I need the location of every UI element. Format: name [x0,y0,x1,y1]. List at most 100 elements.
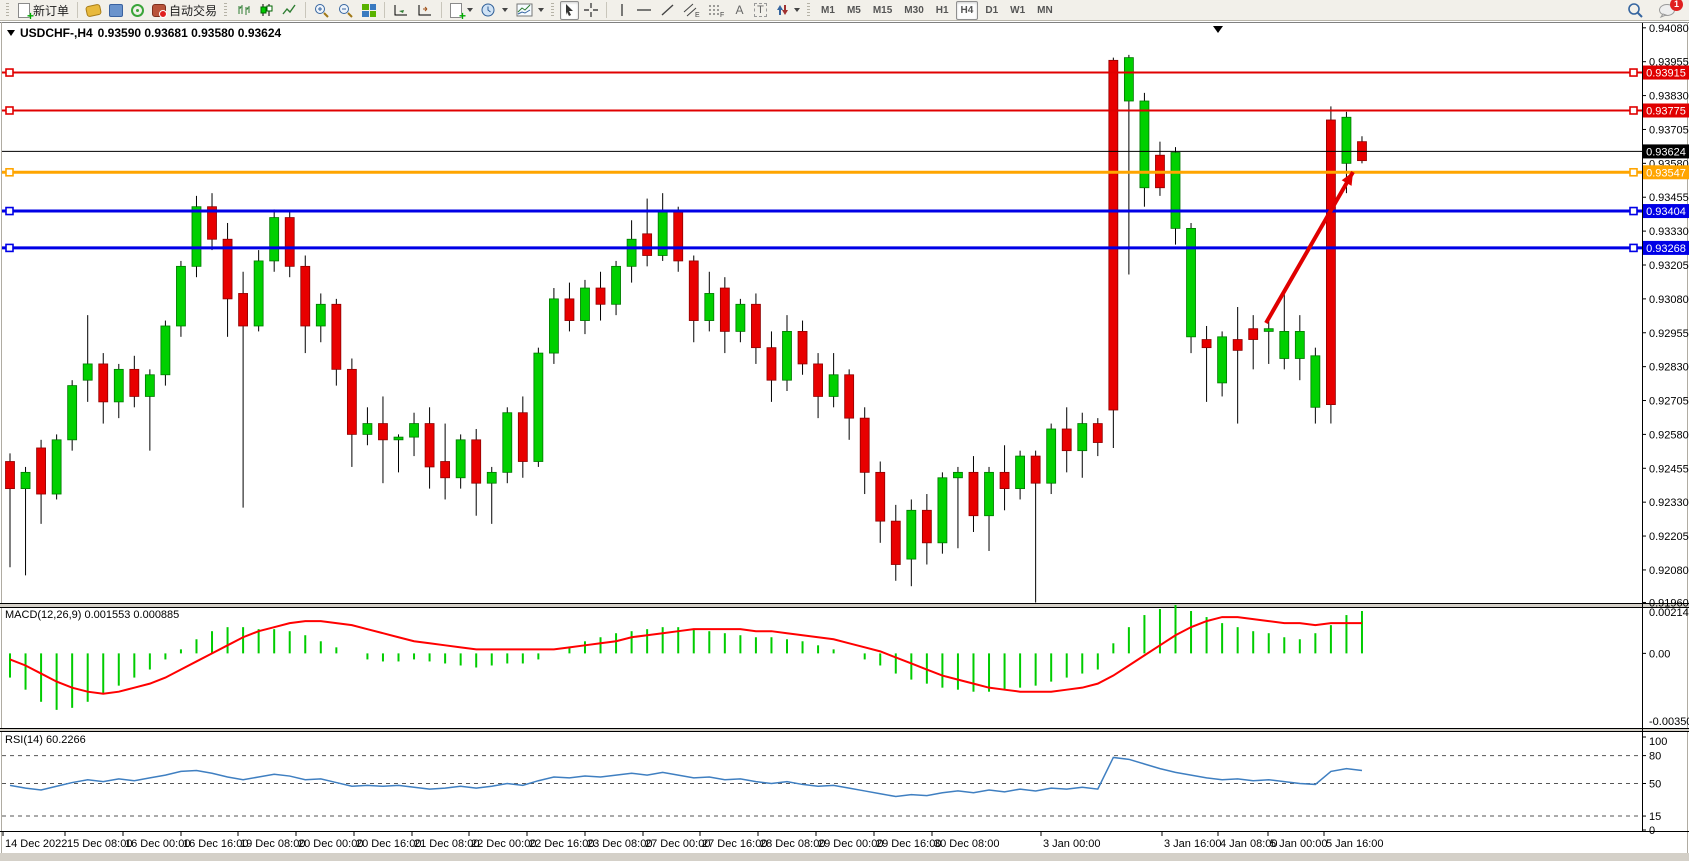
date-tick-label: 15 Dec 08:00 [67,838,132,850]
zoom-in-button[interactable] [311,1,333,20]
templates-button[interactable] [513,1,547,20]
crosshair-tool-button[interactable] [581,1,601,20]
bull-candle [1186,227,1196,338]
signals-button[interactable] [128,1,147,20]
zoom-out-button[interactable] [335,1,357,20]
period-d1-button[interactable]: D1 [985,4,999,16]
period-mn-button[interactable]: MN [1037,4,1053,16]
date-tick-label: 27 Dec 00:00 [645,838,710,850]
crosshair-icon [584,3,599,17]
horizontal-line-objects[interactable]: 0.93915 0.93775 0.93624 0.93547 0.93404 0.932… [2,65,1689,255]
line-price-label [1643,144,1689,159]
chart-shift-marker[interactable] [1213,26,1223,33]
accounts-button[interactable] [106,1,126,20]
hline-tool-button[interactable] [633,1,655,20]
tile-windows-button[interactable] [359,1,379,20]
line-handle[interactable] [1629,106,1638,115]
line-handle[interactable] [5,68,14,77]
deposit-button[interactable] [83,1,104,20]
period-m1-button[interactable]: M1 [821,4,835,16]
auto-scroll-button[interactable] [390,1,412,20]
fibonacci-tool-button[interactable]: F [705,1,728,20]
bull-candle [782,330,792,381]
chart-background [0,22,1689,861]
chat-button[interactable]: 1 [1655,0,1683,20]
line-handle[interactable] [5,106,14,115]
toolbar-grip[interactable] [224,2,228,18]
date-tick-label: 29 Dec 16:00 [876,838,941,850]
toolbar-grip[interactable] [807,2,811,18]
rsi-axis-label: 80 [1649,751,1661,763]
date-tick-label: 19 Dec 08:00 [240,838,305,850]
bull-candle [580,287,590,321]
line-handle[interactable] [1629,243,1638,253]
bull-candle [937,477,948,544]
bull-candle [549,298,559,354]
text-label-icon: T [754,3,767,17]
line-handle[interactable] [5,243,14,253]
bear-candle [222,238,233,300]
text-tool-button[interactable]: A [730,1,749,20]
macd-rsi-splitter[interactable] [0,729,1689,731]
toolbar-grip[interactable] [551,2,555,18]
chart-symbol-period: USDCHF-,H4 [20,26,93,40]
line-handle[interactable] [1629,68,1638,77]
new-order-label: 新订单 [33,3,70,18]
bull-candle [533,352,544,462]
autotrade-button[interactable]: 自动交易 [149,1,220,20]
bull-candle [1015,455,1025,490]
bull-candle [409,423,419,438]
arrows-tool-button[interactable] [772,1,803,20]
symbol-dropdown-icon[interactable] [7,30,15,36]
arrow-object[interactable] [1264,171,1355,324]
line-handle[interactable] [5,167,14,177]
date-tick-label: 30 Dec 08:00 [934,838,999,850]
bar-chart-button[interactable] [233,1,254,20]
bull-candle [51,439,62,495]
date-tick-label: 22 Dec 00:00 [471,838,536,850]
chart-shift-button[interactable] [414,1,436,20]
period-m5-button[interactable]: M5 [846,4,861,16]
profiles-button[interactable] [478,1,511,20]
chart-ohlc: 0.93590 0.93681 0.93580 0.93624 [97,26,282,40]
bear-candle [1248,328,1259,340]
bull-candle [160,325,171,376]
period-m30-button[interactable]: M30 [904,4,924,16]
bull-candle [253,260,264,327]
bear-candle [921,509,932,544]
chart-title[interactable]: USDCHF-,H4 0.93590 0.93681 0.93580 0.936… [7,26,281,40]
period-h1-button[interactable]: H1 [935,4,949,16]
bear-candle [673,211,684,262]
line-handle[interactable] [1629,206,1638,216]
period-w1-button[interactable]: W1 [1010,4,1026,16]
bear-candle [688,260,699,321]
line-chart-button[interactable] [279,1,300,20]
new-order-button[interactable]: 新订单 [15,1,72,23]
period-m15-button[interactable]: M15 [872,4,893,16]
bear-candle [890,520,901,565]
bull-candle [704,293,715,321]
signals-icon [131,3,145,17]
bar-chart-icon [238,5,250,15]
cursor-tool-button[interactable] [560,0,580,20]
price-tick-label: 0.92705 [1649,396,1689,408]
text-label-tool-button[interactable]: T [751,1,770,20]
new-chart-button[interactable] [447,1,476,23]
line-handle[interactable] [1629,167,1638,177]
line-price-label [1643,103,1689,118]
autotrade-label: 自动交易 [169,3,218,18]
channel-tool-button[interactable]: E [680,1,703,20]
bear-candle [471,439,482,484]
period-h4-button[interactable]: H4 [955,0,979,20]
vline-tool-button[interactable] [612,1,631,20]
candlestick-button[interactable] [256,1,277,20]
bear-candle [766,347,777,381]
trendline-tool-button[interactable] [657,1,678,20]
price-tick-label: 0.92955 [1649,328,1689,340]
toolbar-grip[interactable] [6,2,9,18]
line-handle[interactable] [5,206,14,216]
main-macd-splitter[interactable] [0,604,1689,607]
search-button[interactable] [1624,1,1647,20]
